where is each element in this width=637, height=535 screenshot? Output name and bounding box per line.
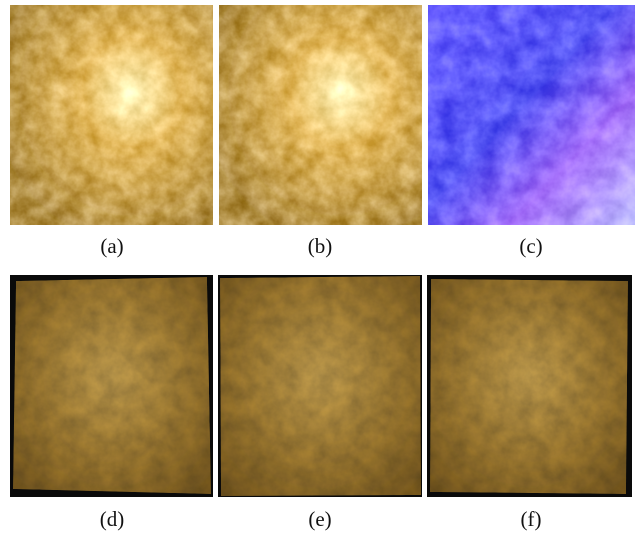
panel-caption: (a) xyxy=(100,234,123,258)
panel-caption: (c) xyxy=(519,234,542,258)
panel-caption: (e) xyxy=(308,507,331,531)
panel-caption: (d) xyxy=(100,507,125,531)
panel-caption: (f) xyxy=(521,507,542,531)
photo-image xyxy=(10,5,213,225)
figure: (a) (b) (c) (d) (e) (f) xyxy=(0,0,637,535)
render-image xyxy=(13,277,211,494)
normal-map-image xyxy=(428,5,635,225)
render-image xyxy=(220,276,421,496)
render-image xyxy=(430,279,628,494)
panel-caption: (b) xyxy=(308,234,333,258)
page: {"figure": {"panels": ["(a)", "(b)", "(c… xyxy=(0,0,637,535)
photo-image xyxy=(219,5,422,225)
